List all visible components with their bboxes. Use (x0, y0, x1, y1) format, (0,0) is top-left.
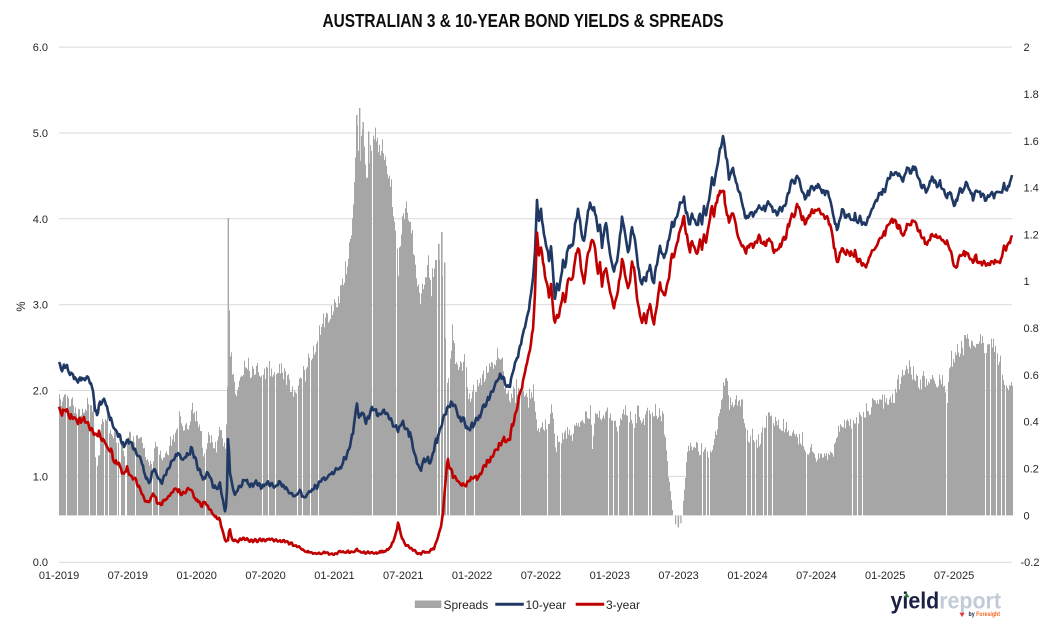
svg-text:3-year: 3-year (606, 598, 640, 612)
svg-text:10-year: 10-year (526, 598, 567, 612)
svg-text:1.0: 1.0 (33, 471, 48, 483)
svg-text:01-2020: 01-2020 (177, 570, 217, 582)
svg-text:01-2019: 01-2019 (39, 570, 79, 582)
svg-text:3.0: 3.0 (33, 300, 48, 312)
svg-text:%: % (16, 301, 28, 311)
svg-text:1.6: 1.6 (1024, 136, 1039, 148)
svg-text:07-2023: 07-2023 (658, 570, 698, 582)
svg-text:0.2: 0.2 (1024, 464, 1039, 476)
svg-text:07-2025: 07-2025 (934, 570, 974, 582)
svg-text:Spreads: Spreads (444, 598, 489, 612)
svg-text:07-2020: 07-2020 (245, 570, 285, 582)
svg-text:0.6: 0.6 (1024, 370, 1039, 382)
svg-text:1.4: 1.4 (1024, 183, 1039, 195)
svg-text:AUSTRALIAN 3 & 10-YEAR BOND YI: AUSTRALIAN 3 & 10-YEAR BOND YIELDS & SPR… (323, 10, 724, 31)
svg-text:0.4: 0.4 (1024, 417, 1039, 429)
svg-text:0.0: 0.0 (33, 557, 48, 569)
svg-text:6.0: 6.0 (33, 42, 48, 54)
svg-text:07-2021: 07-2021 (383, 570, 423, 582)
svg-text:1: 1 (1024, 276, 1030, 288)
svg-text:4.0: 4.0 (33, 214, 48, 226)
svg-text:01-2025: 01-2025 (865, 570, 905, 582)
svg-text:1.2: 1.2 (1024, 229, 1039, 241)
svg-text:01-2023: 01-2023 (590, 570, 630, 582)
svg-text:1.8: 1.8 (1024, 89, 1039, 101)
svg-text:01-2022: 01-2022 (452, 570, 492, 582)
svg-text:yieldreport: yieldreport (891, 588, 1002, 614)
svg-text:01-2024: 01-2024 (727, 570, 767, 582)
svg-text:0: 0 (1024, 510, 1030, 522)
svg-text:-0.2: -0.2 (1021, 557, 1040, 569)
svg-text:5.0: 5.0 (33, 128, 48, 140)
svg-text:07-2022: 07-2022 (521, 570, 561, 582)
svg-text:01-2021: 01-2021 (314, 570, 354, 582)
svg-text:by Foresight: by Foresight (969, 611, 1001, 618)
svg-text:2: 2 (1024, 42, 1030, 54)
svg-text:07-2024: 07-2024 (796, 570, 836, 582)
svg-text:07-2019: 07-2019 (108, 570, 148, 582)
svg-text:0.8: 0.8 (1024, 323, 1039, 335)
svg-text:2.0: 2.0 (33, 386, 48, 398)
